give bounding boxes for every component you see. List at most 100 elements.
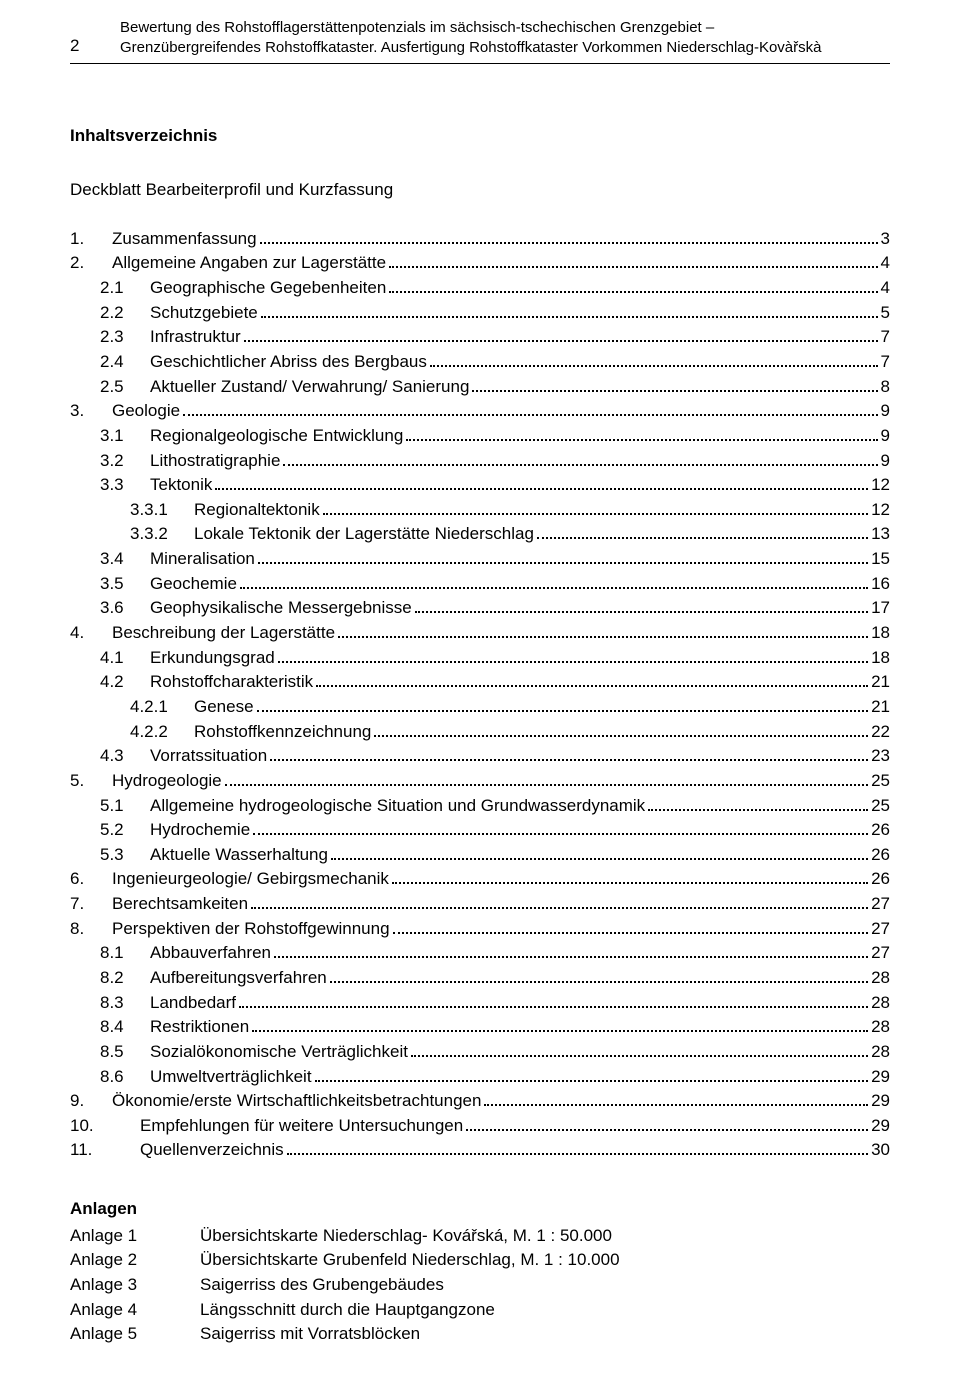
toc-entry-label: 8.2Aufbereitungsverfahren <box>100 966 327 991</box>
toc-entry: 2.1Geographische Gegebenheiten 4 <box>70 276 890 301</box>
toc-entry-number: 3.2 <box>100 449 150 474</box>
toc-entry-label: 3.3.1Regionaltektonik <box>130 498 320 523</box>
toc-entry-page: 25 <box>871 794 890 819</box>
toc-leader-dots <box>315 1067 869 1081</box>
anlagen-value: Saigerriss des Grubengebäudes <box>200 1273 890 1298</box>
toc-entry-title: Aktueller Zustand/ Verwahrung/ Sanierung <box>150 377 469 396</box>
toc-leader-dots <box>253 821 868 835</box>
document-page: 2 Bewertung des Rohstofflagerstättenpote… <box>0 0 960 1387</box>
toc-entry-number: 2.4 <box>100 350 150 375</box>
toc-entry-label: 9.Ökonomie/erste Wirtschaftlichkeitsbetr… <box>70 1089 481 1114</box>
toc-entry-title: Rohstoffkennzeichnung <box>194 722 371 741</box>
toc-entry: 3.3.2Lokale Tektonik der Lagerstätte Nie… <box>70 522 890 547</box>
toc-entry: 10.Empfehlungen für weitere Untersuchung… <box>70 1114 890 1139</box>
toc-entry-title: Genese <box>194 697 254 716</box>
toc-entry-number: 8.3 <box>100 991 150 1016</box>
anlagen-value: Längsschnitt durch die Hauptgangzone <box>200 1298 890 1323</box>
toc-entry-label: 8.6Umweltverträglichkeit <box>100 1065 312 1090</box>
toc-entry-title: Tektonik <box>150 475 212 494</box>
toc-entry-page: 28 <box>871 966 890 991</box>
toc-entry-page: 9 <box>881 399 890 424</box>
toc-entry-label: 3.1Regionalgeologische Entwicklung <box>100 424 403 449</box>
toc-entry-number: 2.5 <box>100 375 150 400</box>
table-of-contents: 1.Zusammenfassung32.Allgemeine Angaben z… <box>70 227 890 1163</box>
toc-entry-label: 2.1Geographische Gegebenheiten <box>100 276 386 301</box>
toc-entry-title: Schutzgebiete <box>150 303 258 322</box>
toc-entry: 8.2Aufbereitungsverfahren 28 <box>70 966 890 991</box>
toc-title: Inhaltsverzeichnis <box>70 124 890 149</box>
toc-entry-title: Allgemeine hydrogeologische Situation un… <box>150 796 645 815</box>
toc-entry-title: Geophysikalische Messergebnisse <box>150 598 412 617</box>
toc-entry-page: 3 <box>881 227 890 252</box>
toc-leader-dots <box>287 1141 868 1155</box>
toc-leader-dots <box>244 328 878 342</box>
anlagen-key: Anlage 1 <box>70 1224 200 1249</box>
toc-entry-number: 3.1 <box>100 424 150 449</box>
anlagen-list: Anlage 1Übersichtskarte Niederschlag- Ko… <box>70 1224 890 1347</box>
toc-entry-page: 28 <box>871 1040 890 1065</box>
toc-entry-title: Zusammenfassung <box>112 229 257 248</box>
toc-entry-page: 26 <box>871 867 890 892</box>
toc-entry-title: Infrastruktur <box>150 327 241 346</box>
toc-entry-number: 4.2 <box>100 670 150 695</box>
toc-entry: 1.Zusammenfassung3 <box>70 227 890 252</box>
toc-entry-number: 4.2.1 <box>130 695 194 720</box>
toc-entry: 4.Beschreibung der Lagerstätte18 <box>70 621 890 646</box>
anlagen-row: Anlage 2Übersichtskarte Grubenfeld Niede… <box>70 1248 890 1273</box>
toc-entry: 4.1Erkundungsgrad18 <box>70 646 890 671</box>
toc-leader-dots <box>261 303 878 317</box>
toc-entry-title: Vorratssituation <box>150 746 267 765</box>
toc-entry-label: 3.4Mineralisation <box>100 547 255 572</box>
toc-entry-title: Geologie <box>112 401 180 420</box>
toc-leader-dots <box>251 895 868 909</box>
toc-entry-label: 5.2Hydrochemie <box>100 818 250 843</box>
toc-entry: 11.Quellenverzeichnis30 <box>70 1138 890 1163</box>
toc-entry-label: 8.3Landbedarf <box>100 991 236 1016</box>
toc-entry-number: 8.1 <box>100 941 150 966</box>
toc-entry-title: Rohstoffcharakteristik <box>150 672 313 691</box>
toc-entry-label: 3.3.2Lokale Tektonik der Lagerstätte Nie… <box>130 522 534 547</box>
toc-entry-number: 3. <box>70 399 112 424</box>
toc-leader-dots <box>278 648 868 662</box>
toc-entry-title: Umweltverträglichkeit <box>150 1067 312 1086</box>
toc-leader-dots <box>283 451 877 465</box>
toc-leader-dots <box>389 254 877 268</box>
toc-entry-page: 26 <box>871 843 890 868</box>
toc-entry-title: Ingenieurgeologie/ Gebirgsmechanik <box>112 869 389 888</box>
toc-entry: 5.2Hydrochemie26 <box>70 818 890 843</box>
toc-entry-title: Perspektiven der Rohstoffgewinnung <box>112 919 390 938</box>
header-line-2: Grenzübergreifendes Rohstoffkataster. Au… <box>120 39 821 56</box>
toc-entry-number: 5.2 <box>100 818 150 843</box>
toc-entry-number: 4.1 <box>100 646 150 671</box>
toc-entry-page: 12 <box>871 498 890 523</box>
toc-entry-number: 3.6 <box>100 596 150 621</box>
anlagen-row: Anlage 5Saigerriss mit Vorratsblöcken <box>70 1322 890 1347</box>
toc-entry-label: 8.5Sozialökonomische Verträglichkeit <box>100 1040 408 1065</box>
anlagen-row: Anlage 4Längsschnitt durch die Hauptgang… <box>70 1298 890 1323</box>
toc-entry-page: 29 <box>871 1089 890 1114</box>
toc-entry: 4.3Vorratssituation23 <box>70 744 890 769</box>
toc-entry-label: 2.4Geschichtlicher Abriss des Bergbaus <box>100 350 427 375</box>
toc-leader-dots <box>225 771 868 785</box>
toc-entry-page: 17 <box>871 596 890 621</box>
page-number: 2 <box>70 34 120 59</box>
toc-entry-page: 28 <box>871 991 890 1016</box>
toc-leader-dots <box>240 574 868 588</box>
toc-entry-title: Lokale Tektonik der Lagerstätte Niedersc… <box>194 524 534 543</box>
toc-leader-dots <box>316 673 868 687</box>
anlagen-key: Anlage 3 <box>70 1273 200 1298</box>
anlagen-row: Anlage 1Übersichtskarte Niederschlag- Ko… <box>70 1224 890 1249</box>
toc-entry-number: 4.3 <box>100 744 150 769</box>
toc-leader-dots <box>472 377 877 391</box>
toc-entry: 8.6Umweltverträglichkeit29 <box>70 1065 890 1090</box>
toc-entry: 8.4Restriktionen28 <box>70 1015 890 1040</box>
toc-entry-page: 4 <box>881 276 890 301</box>
toc-entry-number: 2.3 <box>100 325 150 350</box>
toc-entry: 2.2Schutzgebiete5 <box>70 301 890 326</box>
toc-entry: 8.Perspektiven der Rohstoffgewinnung27 <box>70 917 890 942</box>
toc-entry-number: 2.1 <box>100 276 150 301</box>
toc-entry: 3.4Mineralisation15 <box>70 547 890 572</box>
toc-entry-number: 3.3.2 <box>130 522 194 547</box>
toc-entry-number: 3.3.1 <box>130 498 194 523</box>
toc-entry-label: 4.2.1Genese <box>130 695 254 720</box>
